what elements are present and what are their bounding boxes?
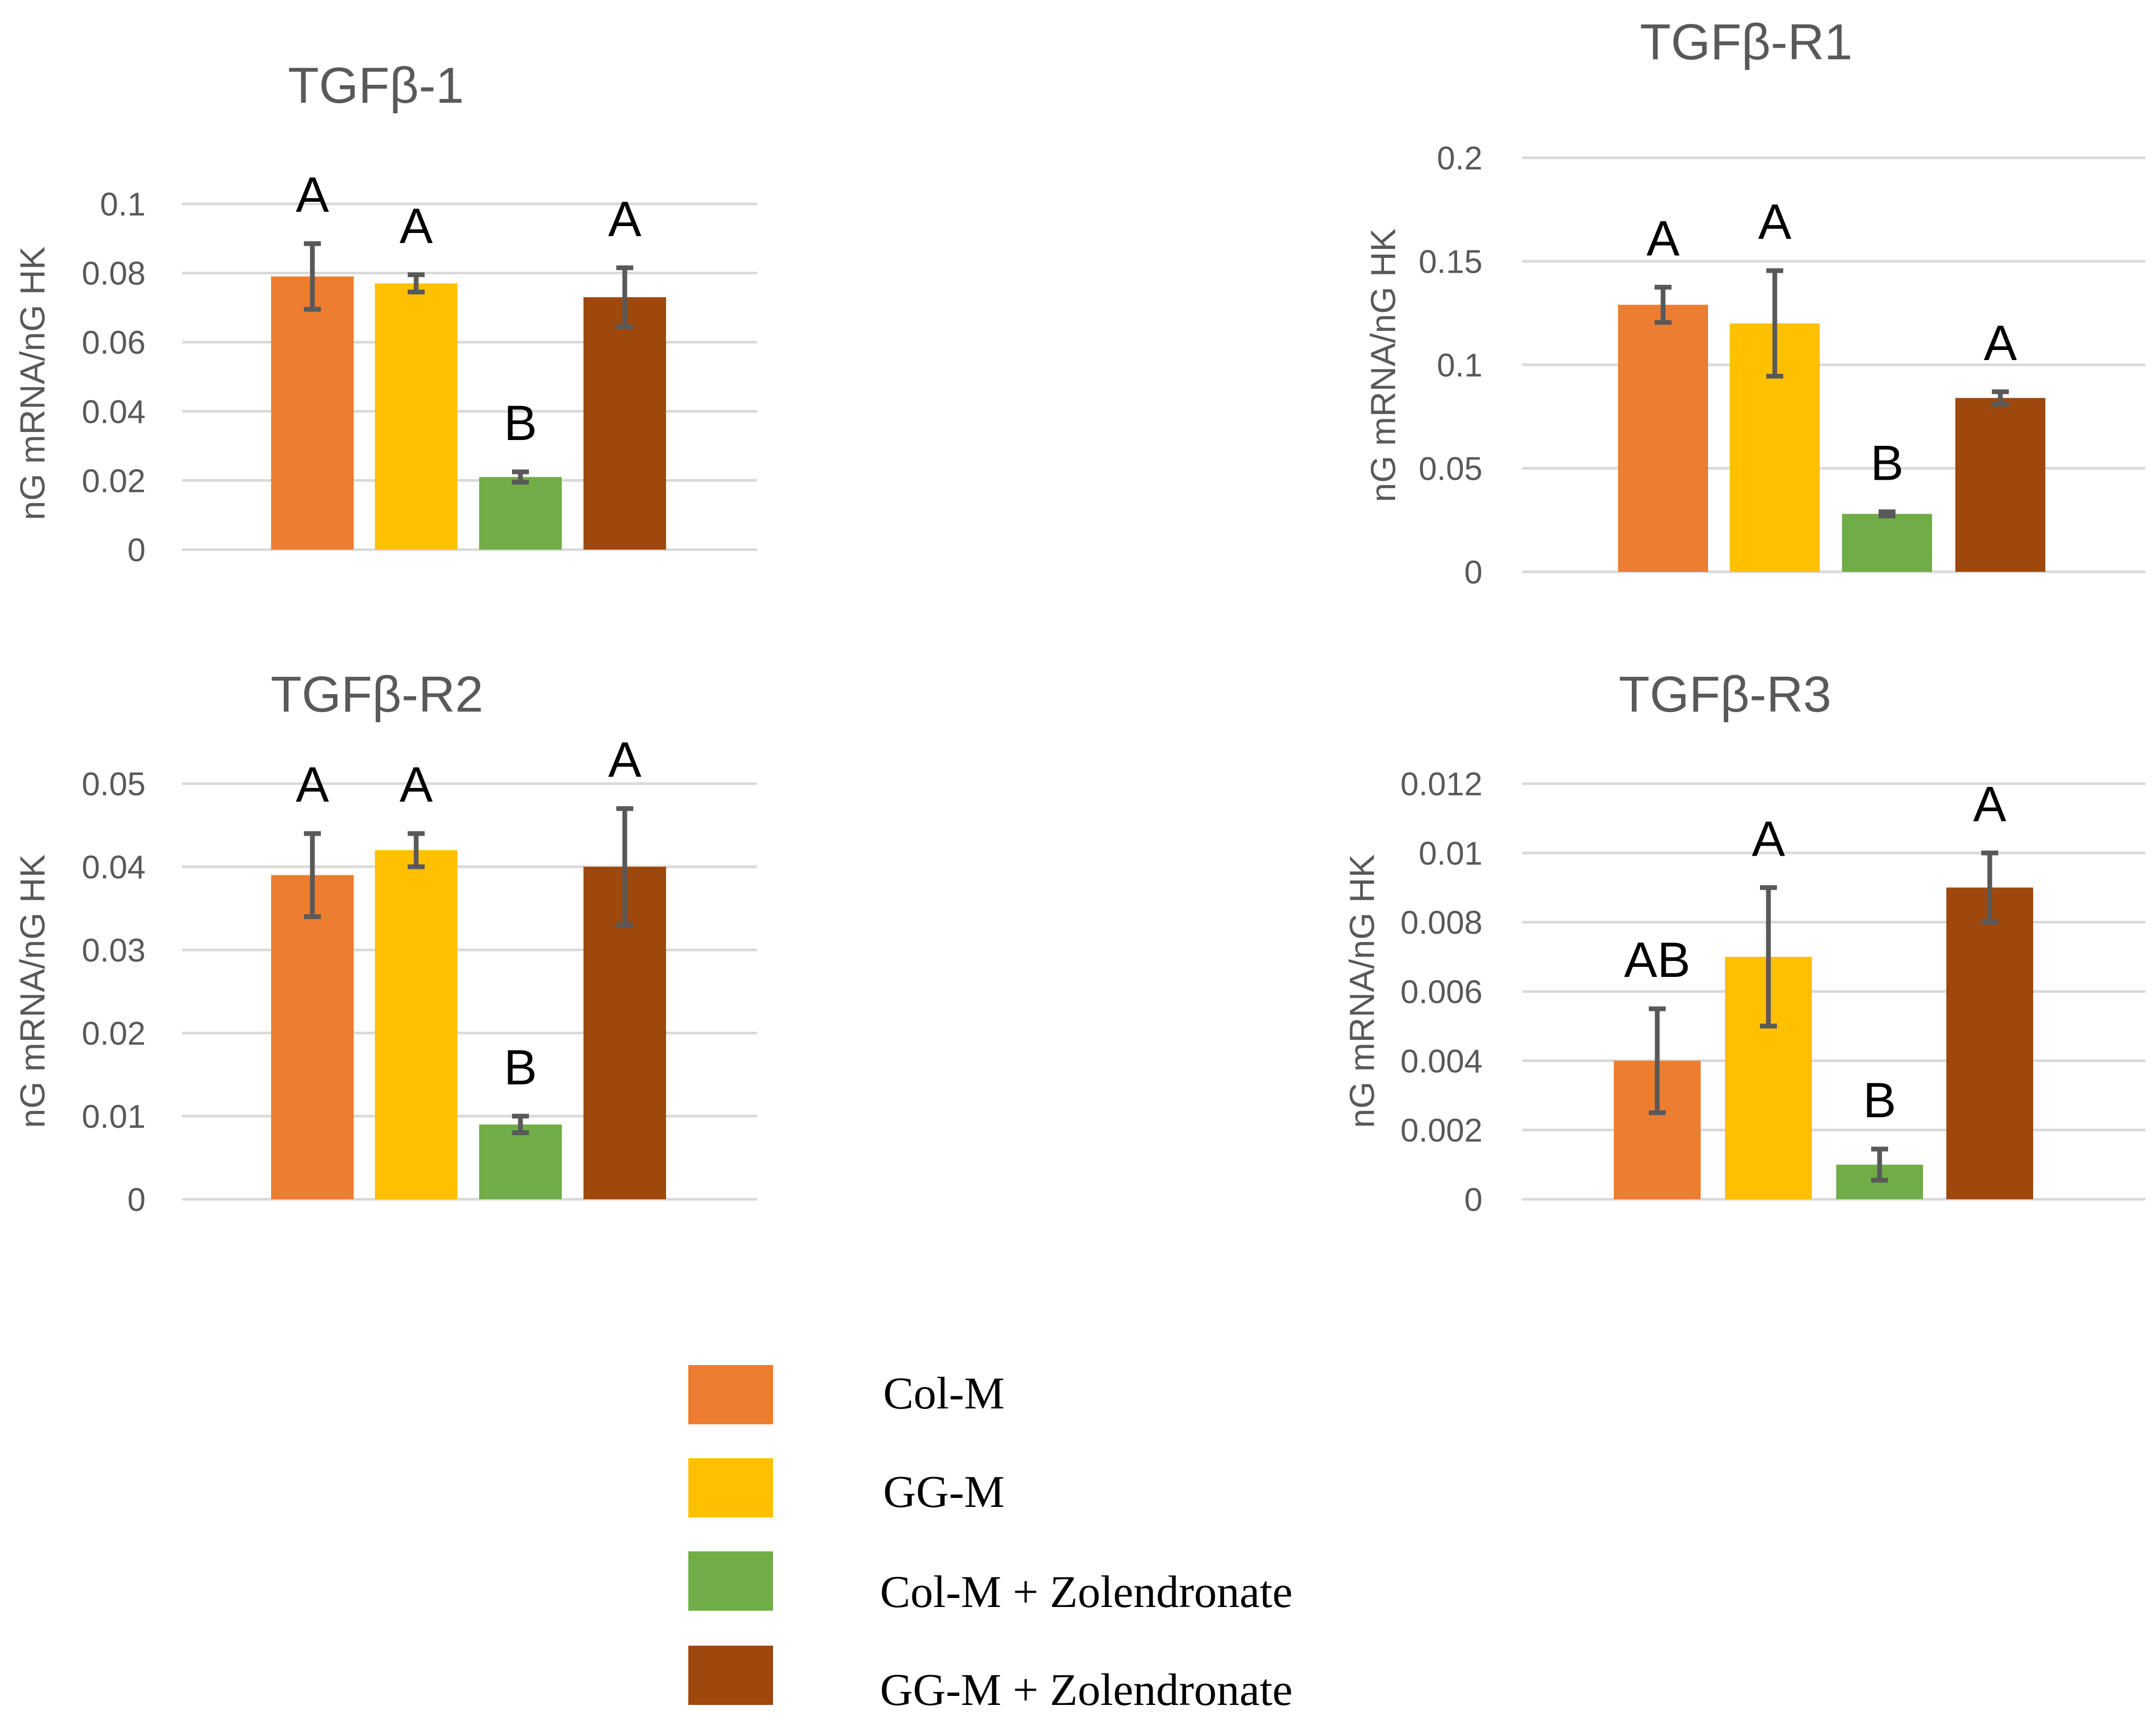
error-bar	[1766, 268, 1783, 379]
significance-label: B	[1871, 435, 1904, 491]
significance-label: A	[1984, 315, 2017, 371]
legend-label: Col-M	[883, 1368, 1004, 1418]
significance-label: A	[1973, 776, 2007, 832]
y-tick-label: 0.02	[82, 1016, 146, 1052]
y-tick-label: 0.002	[1400, 1112, 1483, 1149]
error-bar	[512, 469, 529, 485]
y-tick-label: 0.05	[82, 766, 146, 803]
error-bar	[1992, 389, 2009, 407]
y-tick-label: 0.008	[1400, 905, 1483, 941]
error-bar	[1655, 284, 1672, 325]
bar	[375, 283, 457, 550]
significance-label: A	[1758, 194, 1792, 249]
error-bar	[1649, 1006, 1666, 1115]
significance-label: A	[1647, 210, 1680, 266]
significance-label: A	[400, 198, 433, 254]
legend-item-col-m-zolendronate: Col-M + Zolendronate	[688, 1551, 1292, 1617]
chart-tgfb1: TGFβ-1 nG mRNA/nG HK 0 0.02 0.04 0.06 0.08 0.…	[13, 57, 757, 569]
bar	[271, 276, 354, 550]
chart-title: TGFβ-R2	[271, 666, 483, 723]
y-tick-label: 0.01	[1418, 836, 1483, 872]
bar	[1618, 304, 1708, 572]
chart-tgfb-r3: TGFβ-R3 nG mRNA/nG HK 0 0.002 0.004 0.006 0.…	[1342, 666, 2145, 1218]
significance-label: A	[608, 191, 642, 247]
error-bar	[1760, 885, 1777, 1029]
y-tick-label: 0.06	[82, 325, 146, 361]
legend-swatch-gg-m	[688, 1458, 773, 1518]
chart-tgfb-r2: TGFβ-R2 nG mRNA/nG HK 0 0.01 0.02 0.03 0.04 0…	[13, 666, 757, 1218]
y-tick-label: 0	[128, 1182, 146, 1218]
error-bar	[408, 272, 425, 295]
y-tick-label: 0.05	[1418, 451, 1483, 488]
y-tick-label: 0.04	[82, 394, 146, 430]
legend-item-gg-m-zolendronate: GG-M + Zolendronate	[688, 1646, 1292, 1715]
chart-title: TGFβ-R1	[1640, 14, 1853, 70]
significance-label: B	[504, 395, 537, 451]
y-tick-label: 0.012	[1400, 766, 1483, 803]
error-bar	[1871, 1146, 1888, 1183]
y-tick-label: 0.006	[1400, 974, 1483, 1011]
legend-item-col-m: Col-M	[688, 1365, 1004, 1424]
y-tick-label: 0.004	[1400, 1043, 1483, 1080]
legend-label: Col-M + Zolendronate	[880, 1566, 1292, 1617]
legend-label: GG-M	[883, 1466, 1004, 1517]
bar	[479, 1124, 562, 1199]
significance-label: A	[296, 167, 329, 222]
y-tick-label: 0.03	[82, 932, 146, 969]
bar	[375, 850, 457, 1199]
error-bar	[512, 1114, 529, 1135]
legend: Col-M GG-M Col-M + Zolendronate GG-M + Z…	[688, 1365, 1292, 1715]
legend-item-gg-m: GG-M	[688, 1458, 1004, 1518]
significance-label: A	[1752, 811, 1785, 866]
significance-label: B	[504, 1039, 537, 1095]
y-tick-label: 0	[1465, 1182, 1483, 1218]
y-tick-label: 0	[1465, 554, 1483, 591]
y-axis-label: nG mRNA/nG HK	[1363, 228, 1403, 502]
y-axis-label: nG mRNA/nG HK	[13, 854, 52, 1128]
error-bar	[1879, 509, 1896, 518]
significance-label: A	[608, 732, 642, 787]
y-tick-label: 0	[128, 532, 146, 569]
legend-swatch-gg-m-zolendronate	[688, 1646, 773, 1705]
legend-label: GG-M + Zolendronate	[880, 1664, 1292, 1715]
chart-title: TGFβ-1	[288, 57, 464, 114]
error-bar	[616, 806, 633, 928]
chart-title: TGFβ-R3	[1619, 666, 1831, 723]
bar	[583, 297, 666, 550]
bar	[1955, 398, 2045, 572]
y-axis-label: nG mRNA/nG HK	[1342, 854, 1381, 1128]
y-tick-label: 0.02	[82, 463, 146, 499]
y-tick-label: 0.1	[1437, 347, 1483, 384]
y-tick-label: 0.15	[1418, 244, 1483, 281]
significance-label: A	[400, 757, 433, 812]
bar	[479, 477, 562, 550]
y-tick-label: 0.04	[82, 849, 146, 886]
y-tick-label: 0.08	[82, 256, 146, 292]
legend-swatch-col-m-zolendronate	[688, 1551, 773, 1611]
y-tick-label: 0.2	[1437, 140, 1483, 177]
chart-tgfb-r1: TGFβ-R1 nG mRNA/nG HK 0 0.05 0.1 0.15 0.2 A A B…	[1363, 14, 2145, 591]
error-bar	[1981, 850, 1998, 925]
error-bar	[408, 831, 425, 869]
y-tick-label: 0.01	[82, 1099, 146, 1135]
legend-swatch-col-m	[688, 1365, 773, 1424]
y-tick-label: 0.1	[100, 186, 146, 223]
error-bar	[616, 265, 633, 329]
significance-label: AB	[1624, 932, 1690, 987]
bar	[1842, 514, 1932, 572]
y-axis-label: nG mRNA/nG HK	[13, 246, 52, 520]
significance-label: A	[296, 757, 329, 812]
error-bar	[304, 241, 321, 312]
error-bar	[304, 831, 321, 919]
significance-label: B	[1863, 1072, 1897, 1128]
bar	[271, 875, 354, 1199]
bar	[1946, 887, 2033, 1199]
